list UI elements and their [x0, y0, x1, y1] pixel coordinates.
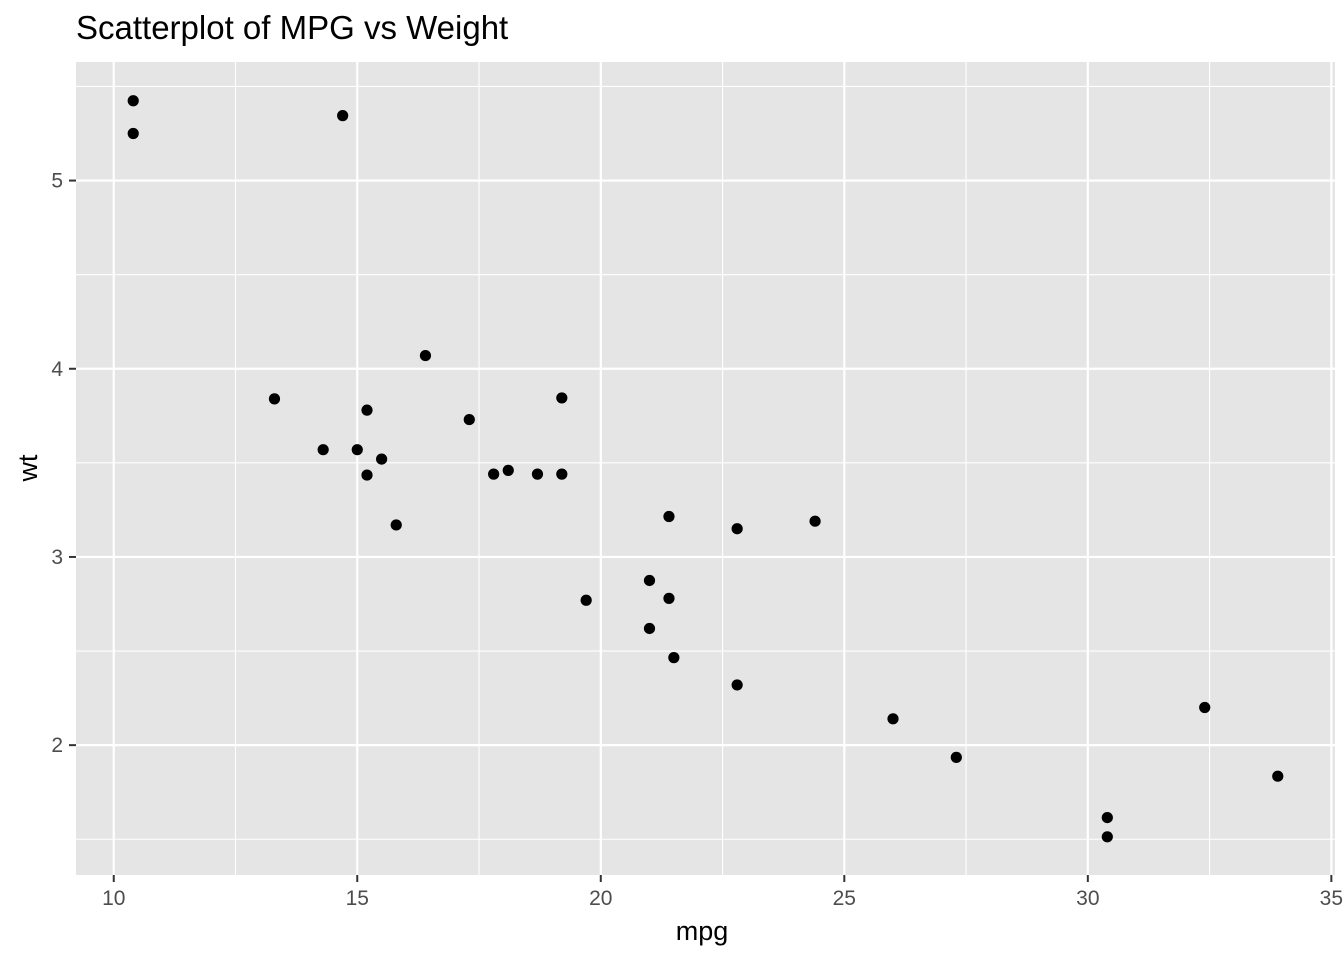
data-point [1101, 831, 1113, 843]
grid-lines [76, 62, 1335, 875]
data-point [663, 510, 675, 523]
x-axis-title: mpg [676, 916, 729, 946]
data-point [127, 127, 139, 140]
data-point [731, 523, 743, 535]
y-tick-label: 5 [51, 170, 63, 193]
data-point [463, 413, 475, 426]
data-points [127, 95, 1284, 843]
data-point [488, 468, 500, 480]
data-point [361, 404, 373, 416]
y-axis-title: wt [13, 454, 43, 482]
y-tick-label: 4 [51, 358, 63, 381]
data-point [643, 622, 656, 635]
data-point [731, 679, 743, 691]
y-tick-label: 2 [51, 734, 63, 757]
data-point [887, 713, 899, 725]
data-point [668, 652, 680, 664]
data-point [502, 464, 514, 476]
x-tick-label: 35 [1320, 887, 1343, 910]
data-point [268, 393, 281, 405]
data-point [531, 468, 544, 480]
data-point [950, 751, 962, 763]
data-point [1101, 812, 1113, 824]
data-point [317, 444, 329, 456]
x-tick-label: 25 [833, 887, 856, 910]
data-point [809, 515, 821, 527]
data-point [127, 95, 139, 107]
data-point [390, 519, 402, 531]
x-tick-label: 15 [346, 887, 369, 910]
data-point [556, 468, 568, 480]
data-point [351, 444, 363, 456]
chart-title: Scatterplot of MPG vs Weight [76, 9, 508, 46]
x-tick-label: 30 [1076, 887, 1099, 910]
data-point [643, 574, 656, 587]
y-axis: 2 3 4 5 [51, 170, 76, 757]
y-tick-label: 3 [51, 546, 63, 569]
data-point [580, 594, 592, 606]
data-point [376, 453, 388, 465]
x-axis: 10 15 20 25 30 35 [102, 875, 1343, 910]
data-point [337, 110, 349, 122]
x-tick-label: 20 [589, 887, 612, 910]
data-point [556, 392, 568, 404]
data-point [1272, 770, 1284, 782]
x-tick-label: 10 [102, 887, 125, 910]
data-point [1199, 701, 1211, 714]
data-point [663, 592, 675, 604]
data-point [361, 469, 373, 481]
plot-panel [76, 62, 1335, 875]
panel-background [76, 62, 1335, 875]
data-point [419, 349, 432, 362]
